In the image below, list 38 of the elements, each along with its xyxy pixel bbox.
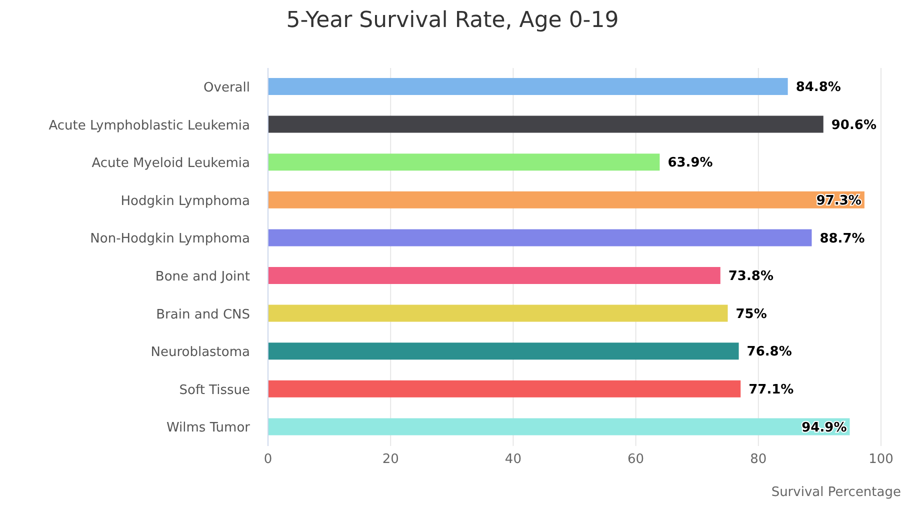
- y-tick-label: Bone and Joint: [155, 270, 250, 285]
- data-label: 88.7%: [820, 231, 865, 246]
- bar: [268, 380, 741, 398]
- x-tick-label: 60: [628, 452, 644, 468]
- data-label: 90.6%: [831, 118, 876, 133]
- y-tick-label: Overall: [204, 80, 250, 96]
- bar: [268, 116, 824, 133]
- y-tick-label: Hodgkin Lymphoma: [120, 194, 250, 209]
- bar: [268, 191, 864, 208]
- y-tick-label: Acute Myeloid Leukemia: [92, 156, 250, 172]
- bar: [268, 154, 660, 171]
- data-label: 94.9%: [802, 420, 847, 436]
- data-label: 84.8%: [796, 80, 841, 96]
- y-tick-label: Acute Lymphoblastic Leukemia: [48, 118, 250, 134]
- x-tick-label: 0: [264, 452, 272, 468]
- x-tick-label: 80: [750, 452, 767, 468]
- data-label: 75%: [736, 306, 767, 322]
- data-label: 73.8%: [728, 269, 774, 284]
- y-tick-label: Neuroblastoma: [150, 345, 250, 360]
- y-tick-label: Soft Tissue: [179, 382, 250, 398]
- chart-title: 5-Year Survival Rate, Age 0-19: [285, 8, 620, 33]
- bar: [268, 78, 788, 95]
- data-label: 63.9%: [668, 156, 713, 171]
- x-tick-label: 20: [382, 452, 399, 468]
- bar: [268, 304, 728, 322]
- x-tick-label: 100: [868, 452, 894, 468]
- y-tick-label: Brain and CNS: [156, 307, 250, 322]
- bar: [268, 418, 850, 436]
- x-axis-title: Survival Percentage: [771, 485, 901, 500]
- y-tick-label: Non-Hodgkin Lymphoma: [90, 232, 250, 247]
- y-tick-label: Wilms Tumor: [166, 420, 251, 436]
- data-label: 76.8%: [746, 344, 792, 360]
- bar: [268, 229, 812, 246]
- data-label: 77.1%: [748, 382, 794, 398]
- bar: [268, 267, 720, 284]
- x-tick-label: 40: [504, 452, 522, 468]
- data-label: 97.3%: [816, 193, 862, 208]
- bar: [268, 342, 739, 360]
